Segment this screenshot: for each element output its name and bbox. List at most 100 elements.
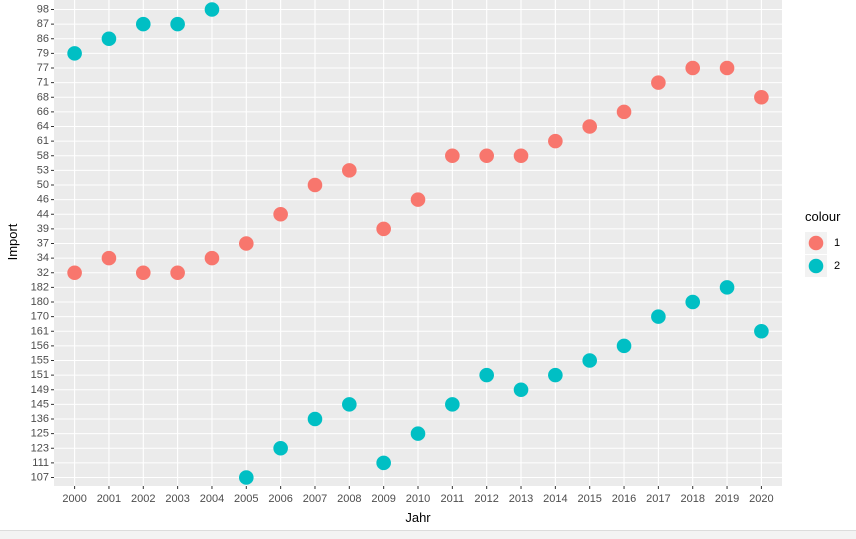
data-point-series-1	[204, 250, 220, 266]
y-tick-label: 111	[32, 457, 49, 469]
data-point-series-2	[410, 426, 426, 441]
data-point-series-2	[101, 31, 117, 47]
data-point-series-2	[513, 382, 529, 398]
data-point-series-1	[273, 206, 288, 222]
data-point-series-1	[754, 89, 769, 105]
x-axis-ticks: 2000 2001 2002 2003 2004 2005 2006 2007 2008 2009…	[62, 486, 774, 505]
major-gridlines	[54, 0, 782, 486]
y-tick-label: 61	[37, 135, 49, 147]
y-tick-label: 136	[31, 413, 49, 425]
data-point-series-1	[307, 177, 323, 193]
x-tick-label: 2010	[406, 493, 430, 505]
data-point-series-1	[513, 148, 529, 164]
y-tick-label: 39	[37, 223, 49, 235]
data-point-series-1	[719, 60, 735, 76]
x-tick-label: 2002	[131, 493, 155, 505]
data-point-series-1	[582, 119, 597, 134]
data-point-series-2	[651, 309, 666, 324]
y-tick-label: 68	[37, 91, 49, 103]
x-tick-label: 2012	[474, 493, 498, 505]
x-tick-label: 2007	[303, 493, 327, 505]
x-tick-label: 2005	[234, 493, 258, 505]
x-tick-label: 2011	[441, 493, 465, 505]
y-tick-label: 155	[31, 355, 49, 367]
data-point-series-2	[67, 46, 82, 61]
x-tick-label: 2019	[715, 493, 739, 505]
y-tick-label: 79	[37, 47, 49, 59]
data-point-series-1	[170, 265, 185, 281]
y-tick-label: 125	[31, 428, 49, 440]
x-tick-label: 2013	[509, 493, 533, 505]
data-point-series-2	[685, 294, 701, 310]
y-tick-label: 71	[37, 77, 49, 89]
legend-key-point	[808, 235, 824, 251]
y-tick-label: 149	[31, 384, 49, 396]
y-tick-label: 58	[37, 150, 49, 162]
x-axis-title: Jahr	[405, 510, 431, 525]
data-point-series-2	[582, 353, 597, 368]
y-tick-label: 107	[31, 472, 49, 484]
data-point-series-2	[204, 2, 220, 17]
x-tick-label: 2004	[200, 493, 224, 505]
legend-title: colour	[805, 209, 841, 224]
y-tick-label: 53	[37, 164, 49, 176]
x-tick-label: 2015	[577, 493, 601, 505]
data-point-series-1	[239, 236, 254, 251]
x-tick-label: 2000	[62, 493, 86, 505]
bottom-scroll-edge	[0, 530, 856, 539]
legend-key-point	[808, 258, 824, 274]
data-point-series-2	[548, 367, 563, 383]
x-tick-label: 2016	[612, 493, 636, 505]
y-tick-label: 123	[31, 442, 49, 454]
data-point-series-2	[719, 280, 735, 295]
data-point-series-2	[307, 411, 323, 427]
y-tick-label: 64	[37, 121, 49, 133]
data-point-series-2	[170, 16, 185, 32]
y-tick-label: 50	[37, 179, 49, 191]
y-tick-label: 32	[37, 267, 49, 279]
data-point-series-1	[410, 192, 426, 207]
data-point-series-2	[445, 397, 460, 412]
y-tick-label: 170	[31, 311, 49, 323]
data-points	[67, 2, 769, 485]
y-tick-label: 86	[37, 33, 49, 45]
data-point-series-1	[445, 148, 460, 164]
y-tick-label: 156	[31, 340, 49, 352]
x-tick-label: 2001	[97, 493, 121, 505]
y-tick-label: 46	[37, 194, 49, 206]
data-point-series-2	[754, 323, 769, 339]
y-tick-label: 66	[37, 106, 49, 118]
data-point-series-1	[685, 60, 701, 76]
x-tick-label: 2020	[749, 493, 773, 505]
y-axis-title: Import	[5, 223, 20, 260]
y-tick-label: 37	[37, 238, 49, 250]
y-tick-label: 145	[31, 398, 49, 410]
legend-label: 2	[834, 260, 840, 272]
y-tick-label: 180	[31, 296, 49, 308]
x-tick-label: 2006	[268, 493, 292, 505]
y-tick-label: 44	[37, 208, 49, 220]
data-point-series-1	[342, 163, 357, 178]
data-point-series-1	[67, 265, 82, 281]
data-point-series-2	[616, 338, 632, 354]
y-tick-label: 161	[31, 325, 49, 337]
x-tick-label: 2009	[371, 493, 395, 505]
y-axis-ticks: 107 111 123 125 136 145 149 151 155 156 161 170 180 1…	[31, 4, 54, 484]
data-point-series-2	[376, 455, 391, 471]
data-point-series-1	[616, 104, 632, 120]
data-point-series-1	[101, 250, 117, 266]
legend: colour 1 2	[805, 209, 841, 277]
data-point-series-2	[239, 470, 254, 485]
legend-label: 1	[834, 237, 840, 249]
y-tick-label: 87	[37, 18, 49, 30]
x-tick-label: 2008	[337, 493, 361, 505]
data-point-series-1	[479, 148, 494, 164]
x-tick-label: 2003	[165, 493, 189, 505]
x-tick-label: 2014	[543, 493, 567, 505]
y-tick-label: 151	[31, 369, 49, 381]
data-point-series-2	[342, 397, 357, 412]
data-point-series-2	[479, 367, 494, 383]
data-point-series-1	[376, 221, 391, 237]
data-point-series-1	[651, 75, 666, 90]
